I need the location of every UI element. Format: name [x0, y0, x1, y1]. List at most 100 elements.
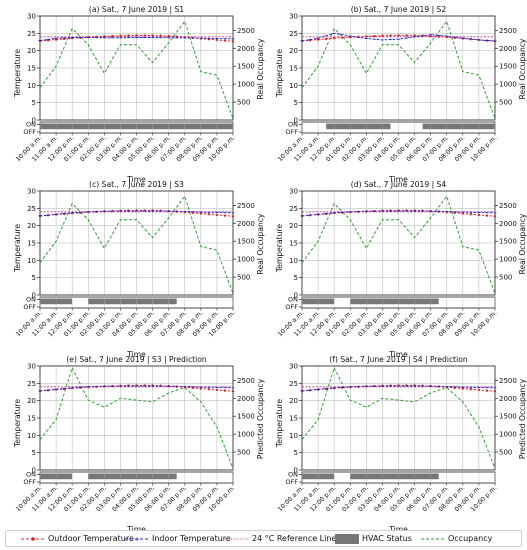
y-right-label: Predicted Occupancy [256, 378, 265, 459]
y-right-tick-label: 2000 [237, 395, 255, 403]
y-left-tick-label: 30 [27, 188, 36, 196]
outdoor-point [445, 35, 448, 39]
y-left-tick-label: 10 [27, 432, 36, 440]
y-right-tick-label: 1500 [237, 63, 255, 71]
chart-title: (c) Sat., 7 June 2019 | S3 [89, 180, 184, 189]
y-left-tick-label: 0 [32, 117, 36, 125]
outdoor-point [429, 34, 432, 38]
y-left-tick-label: 30 [27, 363, 36, 371]
outdoor-point [461, 212, 465, 215]
status-on-label: ON [26, 121, 36, 129]
y-left-label: Temperature [275, 49, 284, 98]
y-right-label: Real Occupancy [256, 213, 265, 274]
y-right-tick-label: 1000 [237, 81, 255, 89]
outdoor-point [341, 36, 344, 39]
outdoor-point [389, 34, 392, 37]
status-on-label: ON [288, 121, 298, 129]
legend-label-occupancy: Occupancy [448, 534, 493, 543]
legend-swatch-reference [225, 538, 249, 540]
legend-label-outdoor: Outdoor Temperature [48, 534, 134, 543]
y-right-tick-label: 1500 [237, 413, 255, 421]
legend-swatch-hvac [335, 534, 359, 544]
y-left-tick-label: 5 [294, 449, 298, 457]
y-left-tick-label: 25 [27, 205, 36, 213]
y-left-tick-label: 10 [27, 257, 36, 265]
outdoor-point [215, 388, 219, 392]
outdoor-point [159, 34, 162, 37]
y-left-tick-label: 5 [32, 99, 36, 107]
y-right-tick-label: 2000 [237, 220, 255, 228]
status-off-label: OFF [285, 303, 298, 311]
y-right-tick-label: 500 [237, 99, 250, 107]
y-right-tick-label: 1500 [237, 238, 255, 246]
outdoor-point [493, 215, 497, 218]
y-right-label: Predicted Occupancy [518, 378, 527, 459]
y-left-label: Temperature [275, 224, 284, 273]
outdoor-point [215, 213, 219, 217]
status-off-label: OFF [23, 303, 36, 311]
status-off-label: OFF [23, 128, 36, 136]
y-left-tick-label: 0 [294, 292, 298, 300]
outdoor-point [223, 39, 227, 42]
y-right-tick-label: 2000 [237, 45, 255, 53]
y-left-tick-label: 10 [289, 82, 298, 90]
y-right-tick-label: 1000 [499, 81, 517, 89]
outdoor-point [143, 34, 146, 37]
outdoor-point [316, 38, 320, 41]
outdoor-point [381, 34, 384, 37]
y-left-tick-label: 15 [289, 415, 298, 423]
outdoor-point [119, 34, 122, 37]
chart-title: (d) Sat., 7 June 2019 | S4 [351, 180, 447, 189]
outdoor-point [485, 389, 489, 392]
outdoor-point [365, 35, 368, 38]
y-left-tick-label: 0 [294, 467, 298, 475]
x-axis-label: Time [388, 525, 408, 530]
y-left-tick-label: 5 [294, 99, 298, 107]
outdoor-point [231, 40, 235, 43]
y-right-tick-label: 2500 [237, 377, 255, 385]
status-off-label: OFF [285, 478, 298, 486]
y-right-tick-label: 500 [499, 99, 512, 107]
outdoor-point [231, 390, 235, 393]
chart-title: (f) Sat., 7 June 2019 | S4 | Prediction [329, 355, 468, 364]
chart-panel-5: (e) Sat., 7 June 2019 | S3 | Prediction 0… [13, 355, 265, 530]
y-left-tick-label: 30 [289, 363, 298, 371]
y-left-tick-label: 15 [27, 240, 36, 248]
y-right-tick-label: 2500 [499, 202, 517, 210]
y-left-tick-label: 15 [289, 65, 298, 73]
outdoor-point [413, 34, 416, 37]
outdoor-point [207, 388, 211, 391]
chart-title: (a) Sat., 7 June 2019 | S1 [89, 5, 184, 14]
y-left-tick-label: 25 [289, 205, 298, 213]
y-right-tick-label: 2000 [499, 45, 517, 53]
y-left-tick-label: 0 [294, 117, 298, 125]
y-right-tick-label: 2500 [237, 27, 255, 35]
y-left-tick-label: 25 [289, 380, 298, 388]
legend: Outdoor Temperature + Indoor Temperature… [5, 530, 522, 547]
outdoor-point [332, 36, 336, 40]
outdoor-point [175, 35, 178, 38]
status-off-label: OFF [23, 478, 36, 486]
outdoor-point [461, 387, 465, 390]
y-right-tick-label: 1000 [499, 431, 517, 439]
y-right-tick-label: 1500 [499, 238, 517, 246]
outdoor-point [223, 389, 227, 392]
hvac-on-segment [350, 473, 439, 480]
outdoor-point [469, 388, 473, 391]
chart-panel-1: (a) Sat., 7 June 2019 | S1 0 5 10 15 20 25 30 50… [13, 5, 265, 184]
outdoor-point [215, 38, 219, 42]
svg-text:+: + [134, 536, 140, 544]
outdoor-point [485, 214, 489, 217]
legend-swatch-occupancy [421, 538, 445, 540]
x-axis-label: Time [388, 175, 408, 184]
outdoor-point [103, 35, 106, 38]
legend-swatch-outdoor [21, 537, 45, 541]
outdoor-point [207, 213, 211, 216]
y-left-tick-label: 5 [32, 274, 36, 282]
status-on-label: ON [26, 296, 36, 304]
y-left-tick-label: 20 [27, 397, 36, 405]
y-right-label: Real Occupancy [256, 38, 265, 99]
chart-title: (b) Sat., 7 June 2019 | S2 [351, 5, 447, 14]
y-left-tick-label: 25 [27, 30, 36, 38]
status-on-label: ON [26, 471, 36, 479]
